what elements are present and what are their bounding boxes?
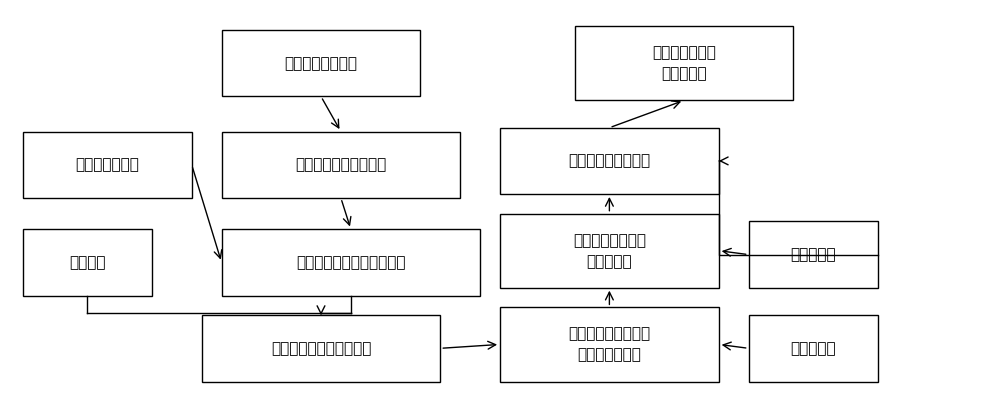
FancyBboxPatch shape (500, 128, 719, 194)
Text: 角度状态响应等效方程: 角度状态响应等效方程 (295, 157, 387, 172)
FancyBboxPatch shape (500, 213, 719, 288)
Text: 摄动理论: 摄动理论 (69, 255, 106, 270)
FancyBboxPatch shape (222, 131, 460, 198)
Text: 蒙特卡罗法: 蒙特卡罗法 (790, 247, 836, 262)
Text: 角度状态响应方程: 角度状态响应方程 (285, 56, 358, 71)
FancyBboxPatch shape (500, 307, 719, 381)
FancyBboxPatch shape (222, 30, 420, 97)
Text: 区间向量及区间矩阵展开: 区间向量及区间矩阵展开 (271, 341, 371, 356)
FancyBboxPatch shape (202, 315, 440, 381)
FancyBboxPatch shape (222, 229, 480, 295)
Text: 角度状态响应区间
向量上下界: 角度状态响应区间 向量上下界 (573, 233, 646, 269)
FancyBboxPatch shape (749, 221, 878, 288)
Text: 角度状态响应区间等效方程: 角度状态响应区间等效方程 (296, 255, 406, 270)
FancyBboxPatch shape (23, 131, 192, 198)
Text: 不确定区间参数: 不确定区间参数 (75, 157, 139, 172)
FancyBboxPatch shape (749, 315, 878, 381)
Text: 区间摄动法: 区间摄动法 (790, 341, 836, 356)
FancyBboxPatch shape (575, 26, 793, 101)
Text: 角度状态响应中点値
及变化区间半径: 角度状态响应中点値 及变化区间半径 (568, 326, 650, 362)
Text: 角度及受力状态
区间响应域: 角度及受力状态 区间响应域 (652, 45, 716, 81)
Text: 受力状态区间响应域: 受力状态区间响应域 (568, 153, 650, 168)
FancyBboxPatch shape (23, 229, 152, 295)
